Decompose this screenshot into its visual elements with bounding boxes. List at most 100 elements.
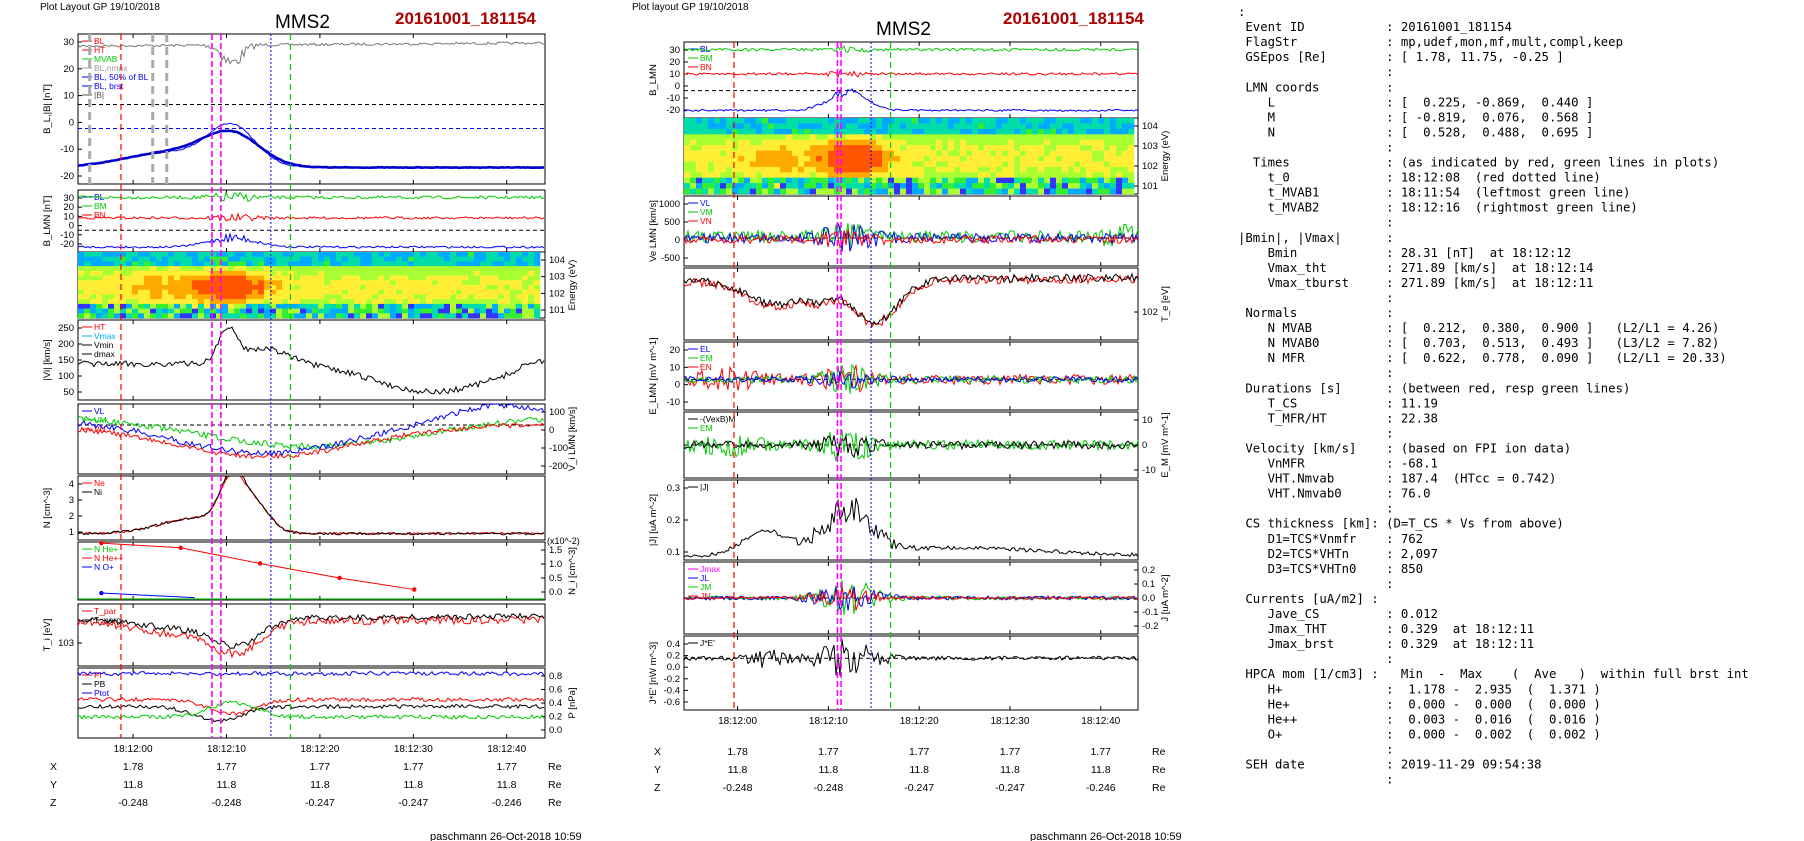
spectrogram-cell xyxy=(900,161,907,168)
spectrogram-cell xyxy=(798,166,805,173)
spectrogram-cell xyxy=(780,188,787,195)
spectrogram-cell xyxy=(858,118,865,124)
legend-label: BL,nmax xyxy=(94,63,128,73)
spectrogram-cell xyxy=(1002,139,1009,146)
orbit-row-label: Y xyxy=(50,779,57,791)
spectrogram-cell xyxy=(498,299,505,305)
y-tick-label: 4 xyxy=(69,479,74,490)
spectrogram-cell xyxy=(252,256,259,262)
spectrogram-cell xyxy=(1122,172,1129,178)
spectrogram-cell xyxy=(774,118,781,124)
panel-frame xyxy=(77,33,546,185)
spectrogram-cell xyxy=(342,275,349,281)
spectrogram-cell xyxy=(876,150,883,157)
spectrogram-cell xyxy=(798,150,805,157)
spectrogram-cell xyxy=(912,150,919,157)
spectrogram-cell xyxy=(864,172,871,178)
spectrogram-cell xyxy=(126,299,133,305)
spectrogram-cell xyxy=(780,172,787,178)
spectrogram-cell xyxy=(684,134,691,140)
spectrogram-cell xyxy=(456,252,463,257)
spectrogram-cell xyxy=(996,177,1003,184)
panel-L7: 1.51.00.50.0 N_i [cm^-3](x10^-2)N He+N He… xyxy=(77,536,580,601)
spectrogram-cell xyxy=(336,289,343,295)
spectrogram-cell xyxy=(978,177,985,184)
spectrogram-cell xyxy=(186,280,193,286)
spectrogram-cell xyxy=(888,166,895,173)
spectrogram-cell xyxy=(846,134,853,140)
spectrogram-cell xyxy=(912,134,919,140)
spectrogram-cell xyxy=(756,156,763,162)
spectrogram-cell xyxy=(822,139,829,146)
spectrogram-cell xyxy=(858,188,865,195)
spectrogram-cell xyxy=(246,313,253,319)
spectrogram-cell xyxy=(1104,134,1111,140)
spectrogram-cell xyxy=(1038,134,1045,140)
spectrogram-cell xyxy=(1026,156,1033,162)
spectrogram-cell xyxy=(240,252,247,257)
spectrogram-cell xyxy=(1056,145,1063,151)
spectrogram-cell xyxy=(372,280,379,286)
spectrogram-cell xyxy=(246,261,253,267)
spectrogram-cell xyxy=(192,252,199,257)
spectrogram-cell xyxy=(468,313,475,319)
spectrogram-cell xyxy=(498,313,505,319)
spectrogram-cell xyxy=(276,308,283,314)
spectrogram-cell xyxy=(522,266,529,272)
spectrogram-cell xyxy=(750,150,757,157)
spectrogram-cell xyxy=(276,261,283,267)
spectrogram-cell xyxy=(714,134,721,140)
spectrogram-cell xyxy=(822,166,829,173)
spectrogram-cell xyxy=(798,128,805,135)
spectrogram-cell xyxy=(102,266,109,272)
spectrogram-cell xyxy=(894,183,901,189)
spectrogram-cell xyxy=(84,308,91,314)
spectrogram-cell xyxy=(684,145,691,151)
spectrogram-cell xyxy=(372,275,379,281)
spectrogram-cell xyxy=(978,145,985,151)
spectrogram-cell xyxy=(1002,156,1009,162)
y-tick-label: 0.1 xyxy=(667,547,680,558)
spectrogram-cell xyxy=(462,280,469,286)
info-line: |Bmin|, |Vmax| : xyxy=(1238,231,1393,246)
spectrogram-cell xyxy=(990,172,997,178)
spectrogram-cell xyxy=(828,172,835,178)
spectrogram-cell xyxy=(498,261,505,267)
spectrogram-cell xyxy=(312,275,319,281)
orbit-value: -0.247 xyxy=(398,797,428,809)
spectrogram-cell xyxy=(504,313,511,319)
spectrogram-cell xyxy=(306,252,313,257)
spectrogram-cell xyxy=(948,118,955,124)
spectrogram-cell xyxy=(486,256,493,262)
spectrogram-cell xyxy=(726,183,733,189)
spectrogram-cell xyxy=(216,294,223,300)
spectrogram-cell xyxy=(186,266,193,272)
spectrogram-cell xyxy=(228,280,235,286)
spectrogram-cell xyxy=(522,270,529,276)
orbit-value: 1.77 xyxy=(1091,746,1112,758)
info-line: : xyxy=(1238,773,1393,787)
spectrogram-cell xyxy=(516,313,523,319)
spectrogram-cell xyxy=(174,308,181,314)
spectrogram-cell xyxy=(1050,188,1057,195)
spectrogram-cell xyxy=(954,188,961,195)
spectrogram-cell xyxy=(150,270,157,276)
spectrogram-cell xyxy=(384,294,391,300)
spectrogram-cell xyxy=(996,166,1003,173)
spectrogram-cell xyxy=(750,145,757,151)
spectrogram-cell xyxy=(930,183,937,189)
spectrogram-cell xyxy=(930,139,937,146)
spectrogram-cell xyxy=(924,139,931,146)
legend-label: EL xyxy=(700,344,711,354)
spectrogram-cell xyxy=(708,183,715,189)
spectrogram-cell xyxy=(414,299,421,305)
spectrogram-cell xyxy=(876,166,883,173)
spectrogram-cell xyxy=(1080,123,1087,130)
spectrogram-cell xyxy=(402,294,409,300)
spectrogram-cell xyxy=(936,172,943,178)
spectrogram-cell xyxy=(162,313,169,319)
spectrogram-cell xyxy=(168,275,175,281)
spectrogram-cell xyxy=(120,252,127,257)
spectrogram-cell xyxy=(744,150,751,157)
spectrogram-cell xyxy=(336,256,343,262)
